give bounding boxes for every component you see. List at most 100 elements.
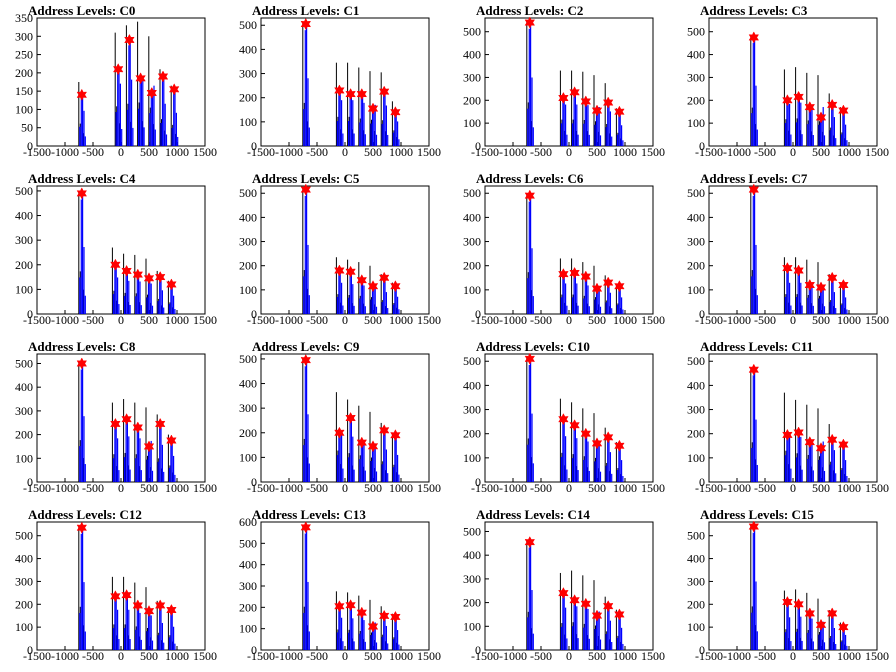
y-tick-label: 500 xyxy=(687,186,705,200)
x-tick-label: -1500 xyxy=(247,313,275,327)
histogram-plot: -1500 -1000 -500 0 500 1000 1500 0 100 200 300 400 5… xyxy=(687,520,889,663)
peak-marker xyxy=(826,98,838,111)
x-tick-label: 0 xyxy=(342,481,348,495)
histogram-panel: Address Levels: C6 -1500 -1000 -500 0 500 1000… xyxy=(448,168,672,336)
peak-marker xyxy=(804,278,816,292)
y-tick-label: 500 xyxy=(239,536,257,550)
plot-frame xyxy=(484,17,654,147)
y-tick-label: 300 xyxy=(463,235,481,249)
y-tick-label: 50 xyxy=(21,121,33,135)
peak-marker xyxy=(76,521,88,534)
peak-marker xyxy=(614,280,625,293)
y-tick-label: 100 xyxy=(463,451,481,465)
y-tick-label: 400 xyxy=(463,548,481,562)
y-tick-label: 600 xyxy=(239,515,257,529)
x-tick-label: -1500 xyxy=(23,313,51,327)
x-tick-label: -500 xyxy=(82,649,104,663)
peak-marker xyxy=(804,101,816,114)
peak-marker xyxy=(793,90,804,103)
peak-marker xyxy=(815,442,827,455)
peak-marker xyxy=(76,88,88,101)
x-tick-label: 0 xyxy=(342,145,348,159)
x-tick-label: -1500 xyxy=(695,481,723,495)
x-tick-label: 500 xyxy=(588,481,606,495)
x-tick-label: 500 xyxy=(812,313,830,327)
peak-marker xyxy=(838,278,849,292)
peak-marker xyxy=(580,427,592,440)
x-tick-label: -1500 xyxy=(23,481,51,495)
plot-frame xyxy=(708,353,878,483)
panel-title: Address Levels: C0 xyxy=(28,3,136,18)
y-tick-label: 100 xyxy=(687,283,705,297)
peak-marker xyxy=(345,265,356,278)
peak-marker xyxy=(558,91,569,105)
y-tick-label: 0 xyxy=(699,475,705,489)
y-tick-label: 0 xyxy=(251,643,257,657)
histogram-plot: -1500 -1000 -500 0 500 1000 1500 0 100 200 300 400 5… xyxy=(687,183,889,327)
peak-marker xyxy=(135,72,146,85)
histogram-panel: Address Levels: C7 -1500 -1000 -500 0 500 1000… xyxy=(672,168,896,336)
peak-marker xyxy=(334,84,345,97)
y-tick-label: 400 xyxy=(15,209,33,223)
x-tick-label: 1500 xyxy=(193,313,217,327)
peak-marker xyxy=(569,86,580,99)
y-tick-label: 100 xyxy=(15,102,33,116)
y-tick-label: 100 xyxy=(463,116,481,130)
peak-marker xyxy=(602,96,614,109)
x-tick-label: 1000 xyxy=(613,481,637,495)
peak-marker xyxy=(815,281,827,294)
y-tick-label: 300 xyxy=(463,70,481,84)
peak-marker xyxy=(146,86,158,100)
y-tick-label: 400 xyxy=(687,552,705,566)
x-tick-label: 0 xyxy=(790,313,796,327)
y-tick-label: 400 xyxy=(239,42,257,56)
peak-marker xyxy=(166,603,177,617)
x-tick-label: 1500 xyxy=(865,481,889,495)
histogram-plot: -1500 -1000 -500 0 500 1000 1500 0 50 100 150 200 25… xyxy=(15,11,217,159)
y-tick-label: 200 xyxy=(463,596,481,610)
peak-marker xyxy=(826,271,838,284)
y-tick-label: 500 xyxy=(687,354,705,368)
x-tick-label: -500 xyxy=(306,313,328,327)
x-tick-label: 500 xyxy=(588,649,606,663)
x-tick-label: -1000 xyxy=(51,313,79,327)
x-tick-label: 1500 xyxy=(865,313,889,327)
y-tick-label: 400 xyxy=(463,378,481,392)
x-tick-label: -1500 xyxy=(695,145,723,159)
y-tick-label: 0 xyxy=(699,139,705,153)
histogram-panel: Address Levels: C8 -1500 -1000 -500 0 500 1000… xyxy=(0,336,224,504)
histogram-panel: Address Levels: C9 -1500 -1000 -500 0 500 1000… xyxy=(224,336,448,504)
x-tick-label: 0 xyxy=(790,649,796,663)
x-tick-label: -500 xyxy=(754,145,776,159)
y-tick-label: 400 xyxy=(687,48,705,62)
peak-marker xyxy=(356,606,368,619)
plot-frame xyxy=(484,353,654,483)
x-tick-label: 1000 xyxy=(613,145,637,159)
x-tick-label: 0 xyxy=(118,145,124,159)
peak-marker xyxy=(121,589,132,602)
peak-marker xyxy=(132,599,144,612)
x-tick-label: 500 xyxy=(140,145,158,159)
x-tick-label: 500 xyxy=(364,481,382,495)
x-tick-label: 0 xyxy=(790,481,796,495)
histogram-plot: -1500 -1000 -500 0 500 1000 1500 0 100 200 300 400 5… xyxy=(15,521,217,663)
x-tick-label: 1500 xyxy=(417,649,441,663)
peak-marker xyxy=(300,521,312,534)
plot-frame xyxy=(260,17,430,147)
histogram-panel: Address Levels: C3 -1500 -1000 -500 0 500 1000… xyxy=(672,0,896,168)
x-tick-label: 500 xyxy=(812,145,830,159)
y-tick-label: 500 xyxy=(239,352,257,366)
y-tick-label: 0 xyxy=(475,643,481,657)
x-tick-label: 500 xyxy=(812,649,830,663)
y-tick-label: 0 xyxy=(475,307,481,321)
y-tick-label: 300 xyxy=(239,401,257,415)
x-tick-label: -500 xyxy=(306,649,328,663)
plot-frame xyxy=(36,521,206,651)
y-tick-label: 300 xyxy=(15,29,33,43)
y-tick-label: 100 xyxy=(239,115,257,129)
x-tick-label: -1500 xyxy=(247,649,275,663)
peak-marker xyxy=(804,607,816,620)
peak-marker xyxy=(121,413,132,426)
y-tick-label: 200 xyxy=(239,600,257,614)
